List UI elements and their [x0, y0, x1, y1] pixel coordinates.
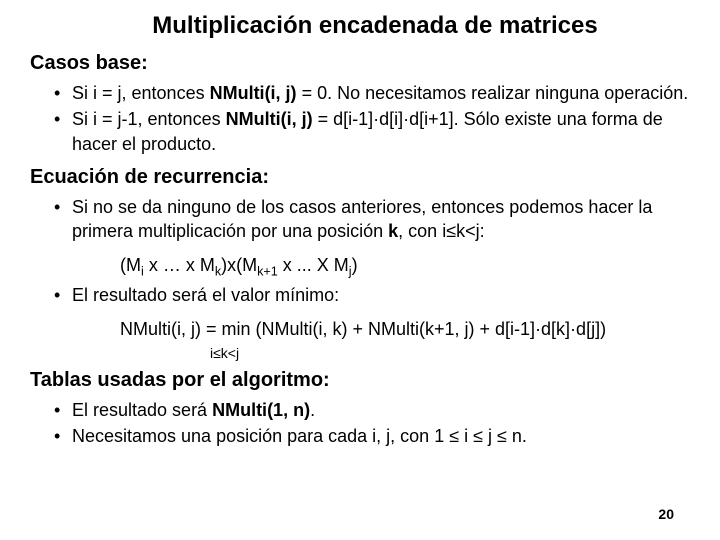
recurrence-formula-1: (Mi x … x Mk)x(Mk+1 x ... X Mj) [30, 253, 690, 281]
base-cases-heading: Casos base: [30, 52, 690, 75]
recurrence-list-2: El resultado será el valor mínimo: [30, 283, 690, 307]
list-item: Si i = j-1, entonces NMulti(i, j) = d[i-… [54, 107, 690, 156]
recurrence-constraint: i≤k<j [30, 344, 690, 363]
page-number: 20 [658, 506, 674, 522]
list-item: Si i = j, entonces NMulti(i, j) = 0. No … [54, 81, 690, 105]
recurrence-formula-2: NMulti(i, j) = min (NMulti(i, k) + NMult… [30, 317, 690, 341]
slide-title: Multiplicación encadenada de matrices [60, 12, 690, 40]
list-item: El resultado será NMulti(1, n). [54, 398, 690, 422]
recurrence-heading: Ecuación de recurrencia: [30, 166, 690, 189]
base-cases-list: Si i = j, entonces NMulti(i, j) = 0. No … [30, 81, 690, 156]
list-item: El resultado será el valor mínimo: [54, 283, 690, 307]
list-item: Si no se da ninguno de los casos anterio… [54, 195, 690, 244]
tables-heading: Tablas usadas por el algoritmo: [30, 369, 690, 392]
recurrence-list: Si no se da ninguno de los casos anterio… [30, 195, 690, 244]
list-item: Necesitamos una posición para cada i, j,… [54, 424, 690, 448]
tables-list: El resultado será NMulti(1, n). Necesita… [30, 398, 690, 449]
